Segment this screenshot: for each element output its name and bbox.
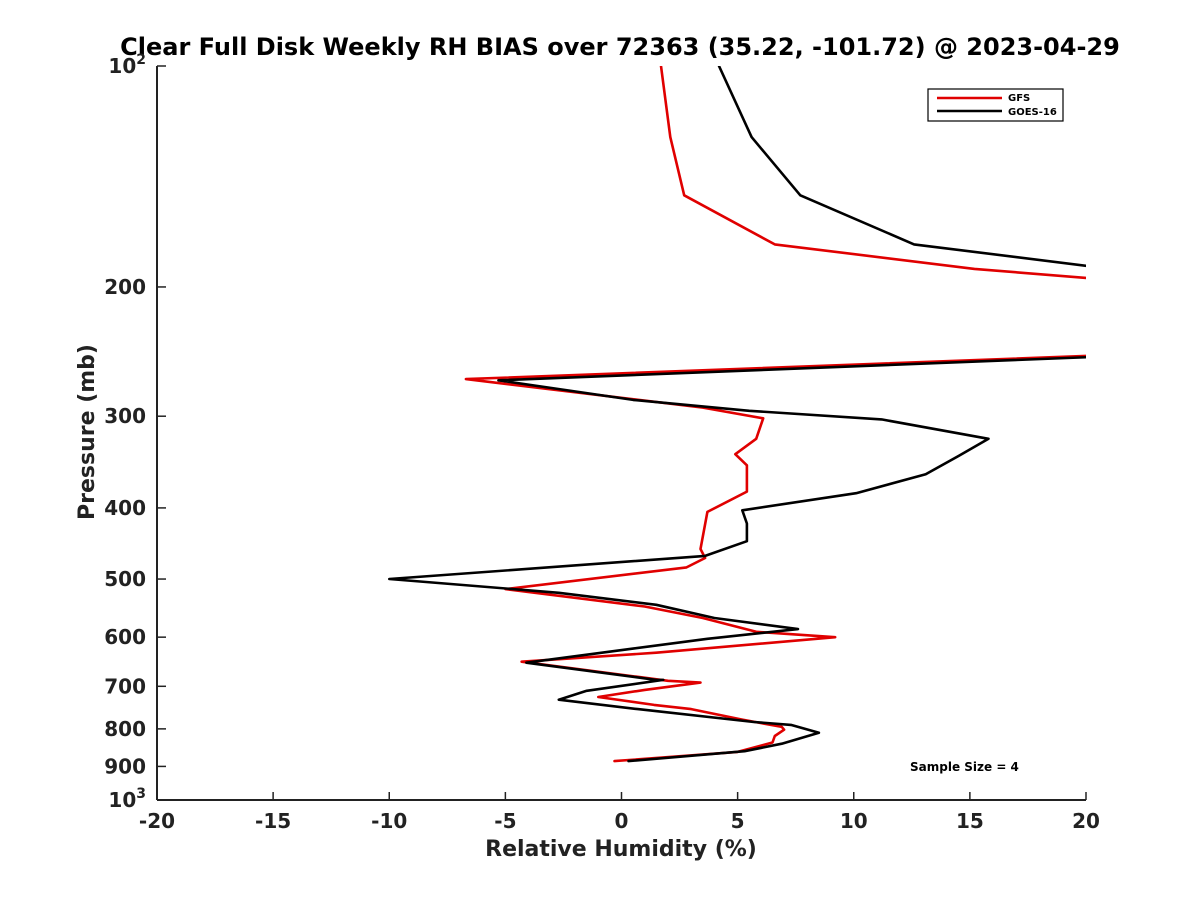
series-line-gfs xyxy=(464,66,1086,763)
series-line-goes-16 xyxy=(388,66,1086,763)
legend-box xyxy=(927,88,1064,122)
x-tick-label: -5 xyxy=(494,809,516,833)
y-tick-label: 500 xyxy=(104,567,146,591)
x-axis-label: Relative Humidity (%) xyxy=(485,837,757,862)
legend-label-gfs: GFS xyxy=(1008,93,1030,104)
y-axis-label: Pressure (mb) xyxy=(75,344,100,520)
y-tick-label: 800 xyxy=(104,717,146,741)
y-tick-label: 300 xyxy=(104,404,146,428)
y-tick-label: 400 xyxy=(104,496,146,520)
sample-size-annotation: Sample Size = 4 xyxy=(910,760,1019,774)
x-tick-label: 5 xyxy=(731,809,745,833)
y-tick-label: 900 xyxy=(104,754,146,778)
x-tick-label: -15 xyxy=(255,809,291,833)
x-tick-label: 15 xyxy=(956,809,984,833)
x-tick-label: 20 xyxy=(1072,809,1100,833)
y-tick-label: 700 xyxy=(104,674,146,698)
legend-label-goes16: GOES-16 xyxy=(1008,107,1057,118)
x-tick-label: -10 xyxy=(371,809,407,833)
y-tick-label: 103 xyxy=(108,786,146,812)
y-tick-label: 600 xyxy=(104,625,146,649)
x-axis-ticks: -20 -15 -10 -5 0 5 10 15 20 xyxy=(139,792,1100,833)
chart-title: Clear Full Disk Weekly RH BIAS over 7236… xyxy=(120,33,1120,61)
y-axis-ticks: 102 200 300 400 500 600 700 800 900 103 xyxy=(104,52,166,812)
x-tick-label: 10 xyxy=(840,809,868,833)
y-tick-label: 102 xyxy=(108,52,146,78)
x-tick-label: 0 xyxy=(615,809,629,833)
x-tick-label: -20 xyxy=(139,809,175,833)
legend: GFS GOES-16 xyxy=(927,88,1064,122)
plot-area xyxy=(388,66,1086,763)
y-tick-label: 200 xyxy=(104,275,146,299)
